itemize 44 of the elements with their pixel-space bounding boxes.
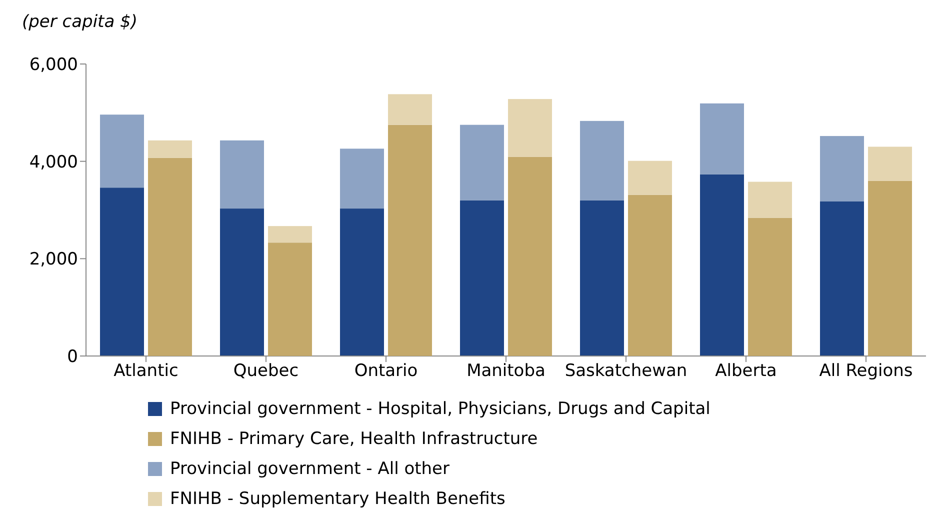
bar: [148, 158, 192, 356]
bar: [100, 188, 144, 356]
bar: [460, 200, 504, 356]
legend-label: FNIHB - Supplementary Health Benefits: [170, 489, 506, 509]
bar: [580, 200, 624, 356]
bar: [820, 136, 864, 202]
bar: [220, 140, 264, 209]
bar: [700, 103, 744, 174]
bar: [100, 114, 144, 188]
x-tick-label: Quebec: [233, 361, 299, 382]
y-tick-label: 0: [67, 347, 78, 368]
x-tick-label: All Regions: [819, 361, 913, 382]
bar: [508, 99, 552, 157]
bar: [388, 94, 432, 125]
bar: [388, 124, 432, 356]
bar: [508, 156, 552, 356]
x-tick-label: Ontario: [354, 361, 418, 382]
bar: [340, 208, 384, 356]
bar: [700, 174, 744, 356]
bar: [748, 182, 792, 218]
bar: [748, 218, 792, 356]
x-tick-label: Alberta: [715, 361, 777, 382]
y-tick-label: 6,000: [29, 55, 78, 76]
bar: [628, 194, 672, 356]
bar: [820, 201, 864, 356]
bar: [268, 242, 312, 356]
y-tick-label: 2,000: [29, 250, 78, 270]
bar: [460, 124, 504, 200]
y-axis-title: (per capita $): [21, 11, 138, 34]
bar: [868, 180, 912, 356]
bar: [868, 146, 912, 181]
legend-label: FNIHB - Primary Care, Health Infrastructure: [170, 429, 538, 449]
x-tick-label: Atlantic: [114, 361, 178, 382]
legend-label: Provincial government - Hospital, Physicians, Drugs and Capital: [170, 399, 710, 419]
bar: [340, 148, 384, 209]
bar: [628, 160, 672, 195]
y-tick-label: 4,000: [29, 152, 78, 172]
bar: [268, 226, 312, 243]
legend-label: Provincial government - All other: [170, 459, 450, 479]
bar: [220, 208, 264, 356]
x-tick-label: Manitoba: [466, 361, 546, 382]
bar: [580, 120, 624, 200]
x-tick-label: Saskatchewan: [564, 361, 688, 382]
bar: [148, 140, 192, 158]
